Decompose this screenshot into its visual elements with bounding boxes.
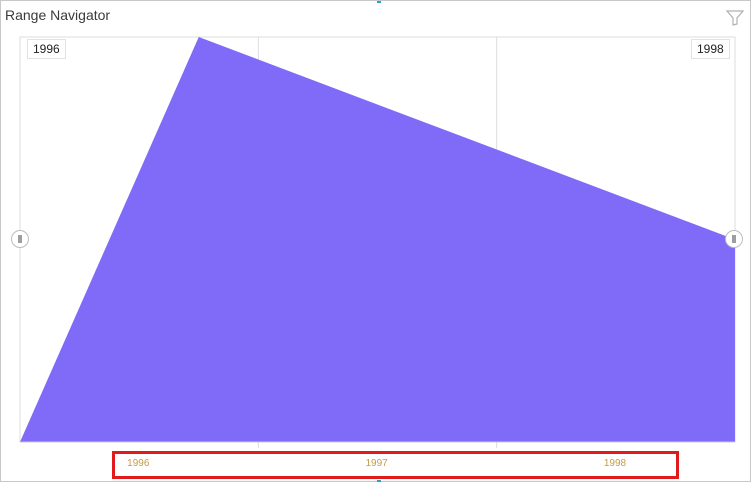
range-start-handle[interactable] bbox=[11, 230, 29, 248]
filter-icon[interactable] bbox=[726, 10, 744, 26]
area-layer bbox=[20, 37, 735, 442]
top-resize-marker bbox=[377, 1, 381, 3]
grip-icon bbox=[732, 235, 736, 243]
widget-title: Range Navigator bbox=[5, 7, 111, 23]
range-end-handle[interactable] bbox=[725, 230, 743, 248]
bottom-resize-marker bbox=[377, 480, 381, 482]
range-start-label: 1996 bbox=[27, 39, 66, 59]
range-end-label: 1998 bbox=[691, 39, 730, 59]
area-series bbox=[20, 37, 735, 442]
x-tick-label: 1996 bbox=[127, 458, 150, 469]
axis-highlight-box bbox=[112, 451, 679, 479]
x-tick-label: 1998 bbox=[603, 458, 627, 469]
grip-icon bbox=[18, 235, 22, 243]
x-tick-label: 1997 bbox=[365, 458, 388, 469]
